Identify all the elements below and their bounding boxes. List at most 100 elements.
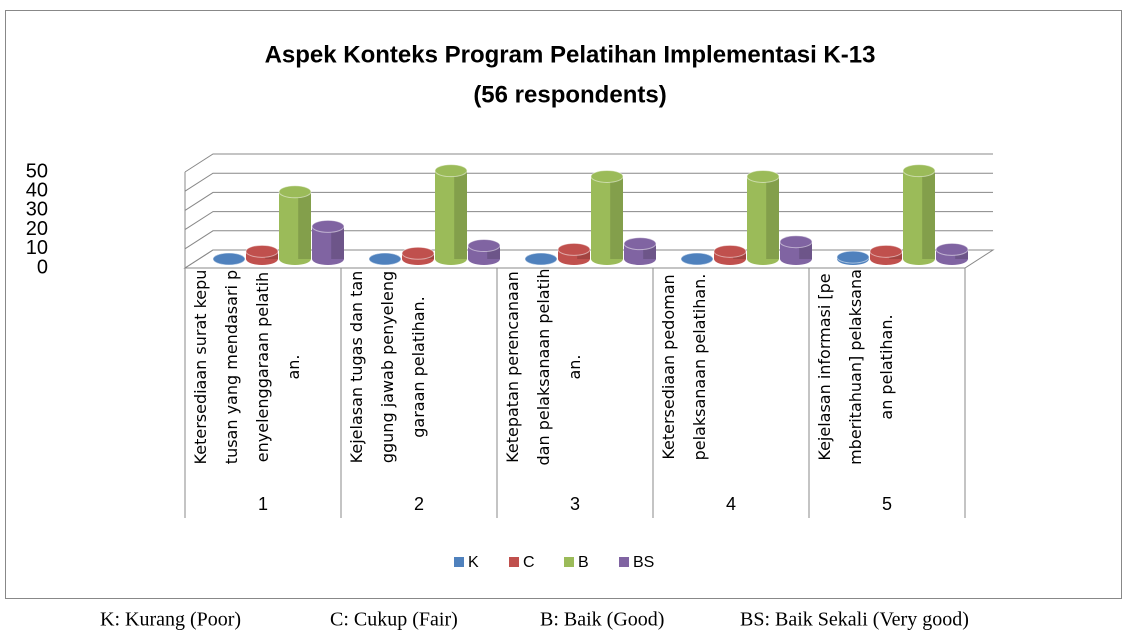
grid-line xyxy=(184,230,993,250)
footnote: BS: Baik Sekali (Very good) xyxy=(740,609,969,631)
bar-shade xyxy=(298,191,311,259)
legend-swatch xyxy=(509,557,519,567)
bar-top xyxy=(713,244,747,258)
bar-bottom xyxy=(279,253,311,265)
group-label: 1 xyxy=(258,494,268,514)
category-label: Kejelasan tugas dan tanggung jawab penye… xyxy=(347,270,428,464)
bar-top xyxy=(623,237,657,251)
bar-shade xyxy=(454,170,467,259)
bar xyxy=(467,239,501,265)
bar xyxy=(401,246,435,265)
y-tick-label: 50 xyxy=(26,160,48,182)
bar-top xyxy=(245,244,279,258)
chart-border xyxy=(5,10,1122,599)
grid-line xyxy=(184,191,993,211)
group-label: 4 xyxy=(726,494,736,514)
bar-top xyxy=(434,164,468,178)
bar-top xyxy=(368,252,402,266)
grid-line xyxy=(184,153,993,173)
bar xyxy=(557,242,591,265)
bar-bottom xyxy=(468,253,500,265)
bar-top xyxy=(557,242,591,256)
bar-top xyxy=(212,252,246,266)
bar-shade xyxy=(922,170,935,259)
bar-bottom xyxy=(903,253,935,265)
bar-top xyxy=(902,164,936,178)
group-label: 5 xyxy=(882,494,892,514)
footnote: C: Cukup (Fair) xyxy=(330,609,458,631)
category-label-box: Ketersediaan pedoman pelaksanaan pelatih… xyxy=(659,273,709,461)
legend-label: BS xyxy=(633,554,654,571)
bar xyxy=(434,164,468,265)
y-tick-label: 10 xyxy=(26,237,48,259)
bar-bottom xyxy=(780,253,812,265)
y-tick-label: 40 xyxy=(26,179,48,201)
bar-top xyxy=(590,169,624,183)
y-tick-label: 0 xyxy=(37,256,48,278)
bar xyxy=(245,244,279,265)
bar-bottom xyxy=(591,253,623,265)
bar-top xyxy=(935,242,969,256)
bar-body xyxy=(279,191,311,259)
bar-bottom xyxy=(435,253,467,265)
group-label: 2 xyxy=(414,494,424,514)
chart-subtitle: (56 respondents) xyxy=(473,81,666,108)
bar-body xyxy=(903,170,935,259)
bar-top xyxy=(746,169,780,183)
legend-label: B xyxy=(578,554,589,571)
category-label: Ketepatan perencanaan dan pelaksanaan pe… xyxy=(503,268,584,466)
bar xyxy=(869,244,903,265)
bar xyxy=(278,185,312,265)
bar xyxy=(524,252,558,266)
y-tick-label: 30 xyxy=(26,199,48,221)
category-label-box: Ketersediaan surat keputusan yang mendas… xyxy=(191,270,303,465)
grid-line xyxy=(184,211,993,231)
bar-shade xyxy=(331,226,344,259)
bar xyxy=(212,252,246,266)
bar-top xyxy=(467,239,501,253)
footnote: B: Baik (Good) xyxy=(540,609,664,631)
category-label-box: Kejelasan tugas dan tanggung jawab penye… xyxy=(347,270,428,464)
legend-label: K xyxy=(468,554,479,571)
bar-shade xyxy=(766,176,779,259)
category-label-box: Ketepatan perencanaan dan pelaksanaan pe… xyxy=(503,268,584,466)
group-label: 3 xyxy=(570,494,580,514)
grid-line xyxy=(184,172,993,192)
bar xyxy=(902,164,936,265)
bar xyxy=(590,169,624,265)
bar xyxy=(746,169,780,265)
bar-top xyxy=(524,252,558,266)
bar xyxy=(623,237,657,265)
legend-swatch xyxy=(564,557,574,567)
category-label-box: Kejelasan informasi [pemberitahuan] pela… xyxy=(815,269,896,465)
bar-body xyxy=(591,176,623,259)
bar xyxy=(713,244,747,265)
bar xyxy=(779,235,813,265)
category-label: Ketersediaan pedoman pelaksanaan pelatih… xyxy=(659,273,709,461)
category-label: Kejelasan informasi [pemberitahuan] pela… xyxy=(815,269,896,465)
bar-bottom xyxy=(312,253,344,265)
bar xyxy=(935,242,969,265)
bar-top xyxy=(836,250,870,264)
legend-label: C xyxy=(523,554,535,571)
bar-bottom xyxy=(747,253,779,265)
bar-top xyxy=(779,235,813,249)
bar-bottom xyxy=(624,253,656,265)
legend-swatch xyxy=(619,557,629,567)
bar-top xyxy=(311,219,345,233)
legend-swatch xyxy=(454,557,464,567)
bar xyxy=(368,252,402,266)
chart-title: Aspek Konteks Program Pelatihan Implemen… xyxy=(265,41,876,68)
bar-top xyxy=(401,246,435,260)
bar-body xyxy=(435,170,467,259)
bar-top xyxy=(278,185,312,199)
bar-bottom xyxy=(558,253,590,265)
y-tick-label: 20 xyxy=(26,218,48,240)
bar-bottom xyxy=(936,253,968,265)
bar-top xyxy=(680,252,714,266)
bar-shade xyxy=(610,176,623,259)
bar xyxy=(680,252,714,266)
bar xyxy=(311,219,345,265)
